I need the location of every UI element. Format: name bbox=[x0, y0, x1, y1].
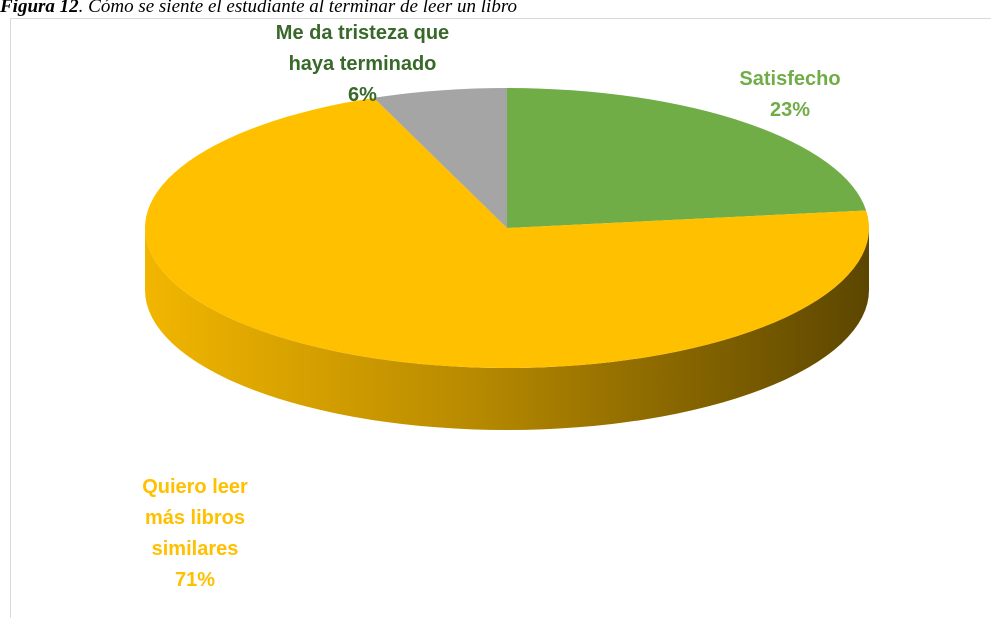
category-label: Quiero leer más libros similares bbox=[142, 476, 248, 560]
chart bbox=[145, 88, 870, 430]
value-label: 23% bbox=[769, 99, 811, 121]
data-label: Satisfecho 23% bbox=[700, 64, 880, 126]
pie-slice bbox=[507, 88, 867, 228]
chart-frame bbox=[10, 18, 991, 618]
caption: Figura 12. Cómo se siente el estudiante … bbox=[0, 0, 517, 18]
value-label: 71% bbox=[174, 569, 216, 591]
category-label: Me da tristeza que haya terminado bbox=[275, 22, 450, 75]
value-label: 6% bbox=[348, 84, 377, 106]
figure-label: Figura 12 bbox=[0, 0, 79, 17]
pie-slice bbox=[145, 97, 870, 369]
pie-slice bbox=[373, 88, 507, 228]
pie-side bbox=[145, 228, 869, 430]
category-label: Satisfecho bbox=[739, 68, 841, 90]
data-label: Me da tristeza que haya terminado 6% bbox=[275, 18, 450, 111]
data-label: Quiero leer más libros similares 71% bbox=[120, 472, 270, 596]
chart-title: . Cómo se siente el estudiante al termin… bbox=[78, 0, 518, 17]
